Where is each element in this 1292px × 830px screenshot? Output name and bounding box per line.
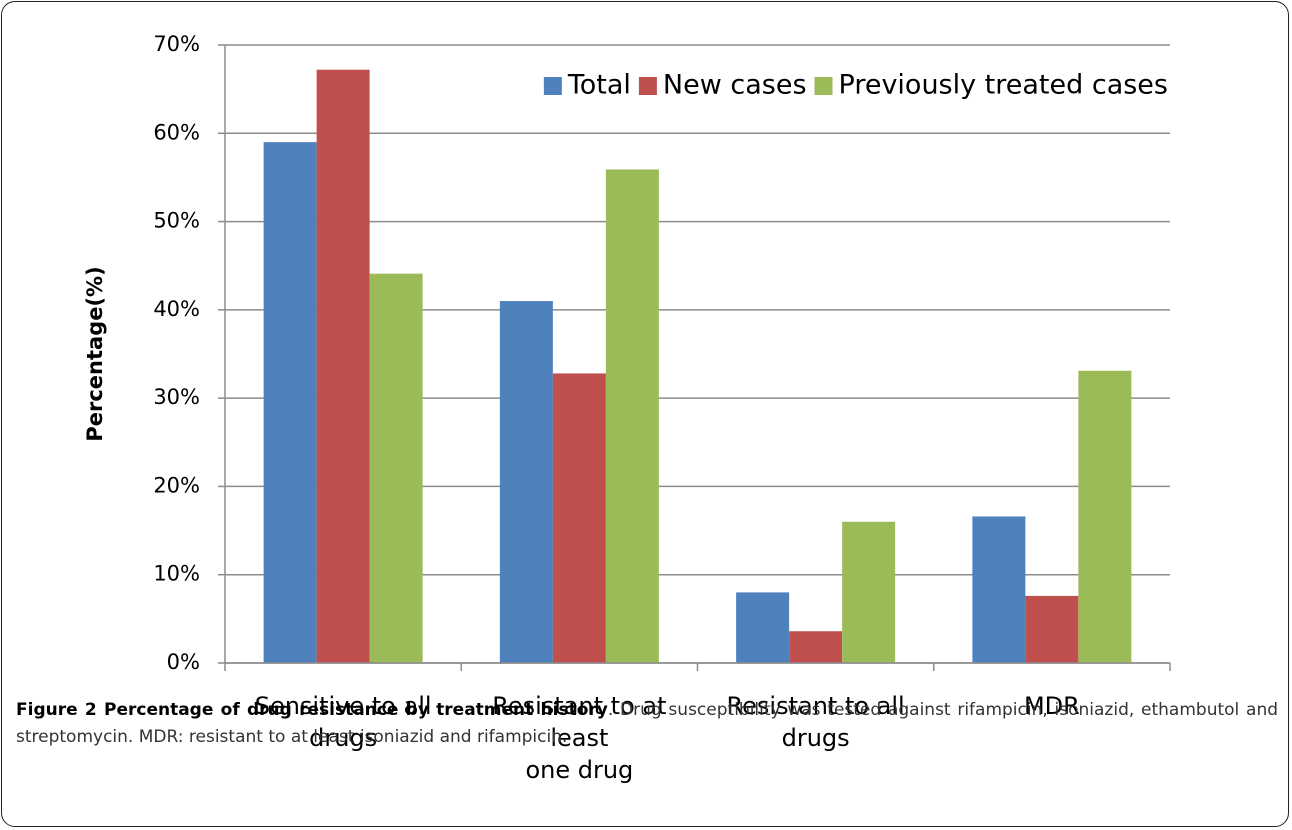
bar <box>605 169 659 664</box>
legend-swatch <box>543 77 562 95</box>
x-tick-label: Resistant to at least one drug <box>492 692 667 784</box>
bar <box>789 631 843 663</box>
legend-swatch <box>814 77 833 95</box>
y-tick-label: 60% <box>153 120 200 144</box>
y-tick-label: 30% <box>153 385 200 409</box>
chart: Percentage(%) 0% 10% 20% 30% 40% 50% 60% 70% Tot… <box>83 32 1171 674</box>
x-tick-label: Resistant to all drugs <box>726 692 905 752</box>
legend-swatch <box>638 77 657 95</box>
figure-caption: Figure 2 Percentage of drug resistance b… <box>16 697 1278 751</box>
y-tick-label: 40% <box>153 297 200 321</box>
y-tick-label: 10% <box>153 562 200 586</box>
bar <box>369 273 423 663</box>
x-tick-label: MDR <box>1023 692 1080 720</box>
bar <box>263 142 317 664</box>
y-tick-label: 0% <box>167 650 200 674</box>
legend-label: Previously treated cases <box>839 70 1168 101</box>
bar <box>1078 370 1132 663</box>
bar <box>736 592 790 663</box>
y-tick-label: 50% <box>153 209 200 233</box>
bar <box>972 516 1026 663</box>
y-tick-label: 20% <box>153 473 200 497</box>
y-axis-label: Percentage(%) <box>83 266 107 441</box>
bar <box>552 373 606 663</box>
bar <box>316 69 370 664</box>
x-tick-label: Sensitive to all drugs <box>254 692 432 752</box>
bar <box>1025 595 1079 663</box>
bar <box>842 521 896 663</box>
y-tick-label: 70% <box>153 32 200 56</box>
caption-text: . Drug susceptibility was tested against… <box>16 700 1279 747</box>
legend-label: Total <box>567 70 631 101</box>
bar <box>499 301 553 663</box>
legend-label: New cases <box>663 70 807 101</box>
caption-title: Figure 2 Percentage of drug resistance b… <box>16 700 608 720</box>
